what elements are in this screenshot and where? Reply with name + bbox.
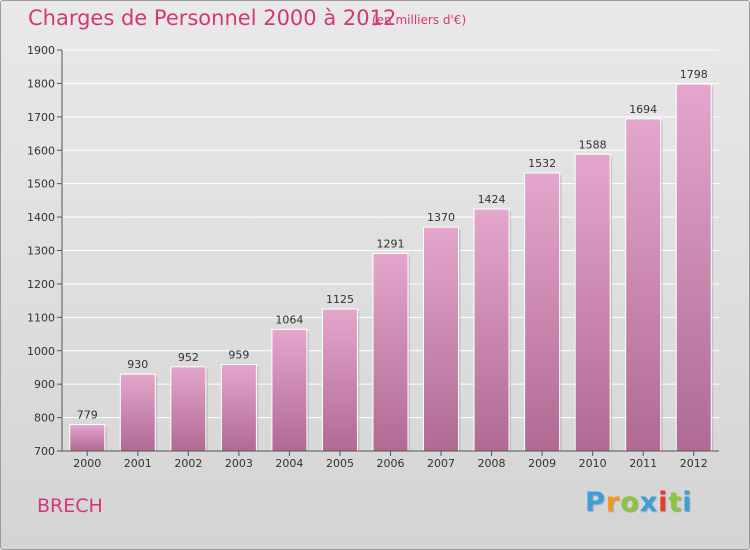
x-tick-label-2000: 2000 xyxy=(73,457,101,470)
x-tick-label-2003: 2003 xyxy=(225,457,253,470)
data-label-2002: 952 xyxy=(178,351,199,364)
bar-2000 xyxy=(69,424,106,452)
x-tick-label-2001: 2001 xyxy=(124,457,152,470)
y-tick-label: 1800 xyxy=(27,77,55,90)
bar-2011 xyxy=(625,118,662,452)
bar-2010 xyxy=(574,153,611,452)
data-label-2006: 1291 xyxy=(377,238,405,251)
y-tick-label: 1200 xyxy=(27,278,55,291)
bar-2012 xyxy=(675,83,712,452)
logo-letter: i xyxy=(658,487,669,518)
data-label-2000: 779 xyxy=(77,409,98,422)
y-tick-label: 700 xyxy=(34,445,55,458)
y-tick-label: 1900 xyxy=(27,44,55,57)
data-label-2007: 1370 xyxy=(427,211,455,224)
x-tick-label-2006: 2006 xyxy=(377,457,405,470)
x-tick-label-2012: 2012 xyxy=(680,457,708,470)
bar-2001 xyxy=(119,373,156,452)
logo-letter: P xyxy=(585,487,606,518)
proxiti-logo: Proxiti xyxy=(585,487,693,518)
y-tick-label: 900 xyxy=(34,378,55,391)
data-label-2005: 1125 xyxy=(326,293,354,306)
data-label-2010: 1588 xyxy=(579,138,607,151)
data-label-2009: 1532 xyxy=(528,157,556,170)
data-label-2003: 959 xyxy=(228,348,249,361)
bar-2009 xyxy=(524,172,561,452)
x-tick-label-2004: 2004 xyxy=(275,457,303,470)
logo-letter: t xyxy=(668,487,683,518)
y-tick-label: 1400 xyxy=(27,211,55,224)
data-label-2011: 1694 xyxy=(629,103,657,116)
x-tick-label-2007: 2007 xyxy=(427,457,455,470)
x-tick-label-2002: 2002 xyxy=(174,457,202,470)
bar-2008 xyxy=(473,208,510,452)
y-tick-label: 1000 xyxy=(27,345,55,358)
x-tick-label-2009: 2009 xyxy=(528,457,556,470)
y-tick-label: 1100 xyxy=(27,311,55,324)
x-tick-label-2010: 2010 xyxy=(579,457,607,470)
data-label-2004: 1064 xyxy=(275,313,303,326)
commune-name: BRECH xyxy=(37,495,103,517)
y-tick-label: 1600 xyxy=(27,144,55,157)
y-tick-label: 1500 xyxy=(27,178,55,191)
data-label-2001: 930 xyxy=(127,358,148,371)
logo-letter: o xyxy=(620,487,640,518)
bar-2007 xyxy=(423,226,460,452)
x-tick-label-2008: 2008 xyxy=(478,457,506,470)
bar-2003 xyxy=(220,363,257,452)
y-tick-label: 800 xyxy=(34,412,55,425)
y-tick-label: 1700 xyxy=(27,111,55,124)
bar-2006 xyxy=(372,253,409,452)
x-tick-label-2005: 2005 xyxy=(326,457,354,470)
logo-letter: r xyxy=(605,487,621,518)
chart-subtitle: (en milliers d'€) xyxy=(372,13,467,27)
y-tick-label: 1300 xyxy=(27,245,55,258)
bar-2004 xyxy=(271,328,308,452)
chart-title: Charges de Personnel 2000 à 2012 xyxy=(28,6,397,30)
logo-letter: i xyxy=(682,487,693,518)
data-label-2012: 1798 xyxy=(680,68,708,81)
bar-2002 xyxy=(170,366,207,452)
x-tick-label-2011: 2011 xyxy=(629,457,657,470)
bar-2005 xyxy=(321,308,358,452)
data-label-2008: 1424 xyxy=(478,193,506,206)
logo-letter: x xyxy=(639,487,659,518)
